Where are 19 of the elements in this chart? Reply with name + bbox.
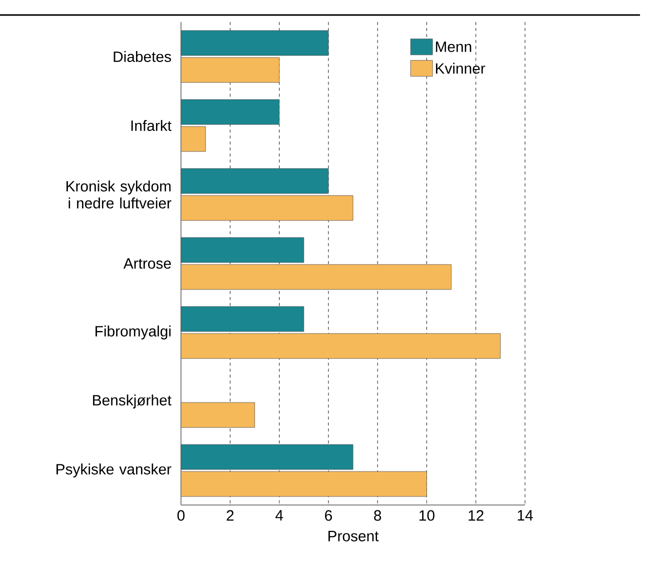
y-tick-label: Benskjørhet: [93, 394, 172, 408]
x-tick-label: 14: [518, 510, 533, 520]
x-tick-label: 0: [177, 510, 185, 521]
y-tick-label: Artrose: [123, 258, 171, 269]
x-tick-label: 10: [420, 510, 434, 521]
y-tick-label: Fibromyalgi: [96, 326, 171, 340]
x-tick-label: 6: [325, 510, 332, 521]
x-tick-label: 2: [226, 510, 234, 521]
legend-label: Menn: [436, 42, 472, 52]
y-tick-label: Kronisk sykdom i nedre luftveier: [66, 180, 172, 208]
legend-label: Kvinner: [436, 62, 486, 74]
y-tick-label: Psykiske vansker: [56, 464, 172, 478]
x-tick-label: 8: [374, 510, 382, 521]
bar: [180, 402, 255, 428]
x-axis-title: Prosent: [328, 530, 379, 542]
y-tick-label: Infarkt: [131, 120, 172, 131]
x-tick-label: 4: [275, 510, 284, 520]
x-tick-label: 12: [468, 510, 484, 521]
y-tick-label: Diabetes: [114, 51, 172, 62]
